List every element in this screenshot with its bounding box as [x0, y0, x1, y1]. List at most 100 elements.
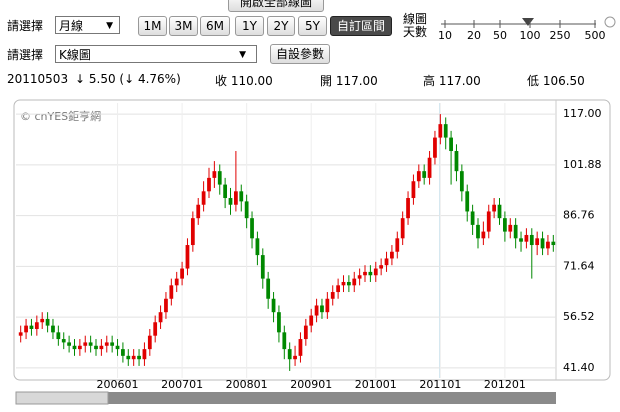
chart-label: 請選擇 [7, 48, 44, 62]
candle-body [56, 332, 61, 340]
y-tick-label: 71.64 [563, 259, 595, 272]
range-button[interactable]: 1Y [235, 16, 264, 36]
range-button-active[interactable]: 自訂區間 [330, 16, 392, 36]
candle-body [535, 238, 540, 246]
scroll-thumb[interactable] [15, 391, 109, 405]
y-tick-label: 41.40 [563, 361, 595, 374]
candle-body [271, 298, 276, 313]
info-close: 收 110.00 [215, 74, 273, 88]
candle-body [459, 171, 464, 192]
candle-body [287, 349, 292, 360]
candle-body [513, 224, 518, 239]
candle-body [449, 137, 453, 152]
candle-body [277, 312, 281, 333]
candle-body [185, 245, 190, 269]
slider-label: 500 [585, 29, 606, 42]
candle-body [390, 251, 394, 259]
candle-body [443, 124, 448, 138]
candle-body [190, 218, 195, 246]
chart-frame [13, 99, 611, 381]
candle-body [470, 211, 475, 225]
slider-label: 10 [438, 29, 452, 42]
x-tick-label: 200801 [226, 378, 268, 391]
candle-body [260, 255, 265, 279]
slider-label: 250 [550, 29, 571, 42]
candle-body [341, 281, 346, 286]
x-tick-label: 201001 [355, 378, 397, 391]
period-label: 請選擇 [7, 19, 44, 33]
candle-body [115, 345, 120, 350]
candle-body [250, 218, 254, 239]
candle-body [121, 349, 125, 356]
candle-body [497, 204, 502, 219]
candle-body [131, 355, 136, 360]
candle-body [169, 285, 174, 299]
days-label: 天數 [403, 25, 428, 39]
candle-body [77, 345, 82, 350]
x-tick-label: 201201 [484, 378, 526, 391]
candle-body [266, 278, 271, 299]
candle-body [379, 265, 384, 269]
candle-body [147, 335, 152, 350]
chart-select[interactable]: K線圖 ▼ [55, 45, 257, 63]
range-button[interactable]: 5Y [298, 16, 327, 36]
x-tick-label: 201101 [419, 378, 461, 391]
candle-body [18, 332, 23, 336]
top-button[interactable]: 開啟全部線圖 [228, 0, 324, 12]
period-value: 月線 [59, 19, 84, 33]
candle-body [529, 234, 534, 246]
scrollbar[interactable] [16, 392, 556, 404]
range-button[interactable]: 6M [200, 16, 230, 36]
candle-body [83, 342, 88, 346]
slider-thumb [522, 18, 534, 26]
candle-body [433, 137, 437, 158]
candle-body [212, 171, 217, 178]
candle-body [314, 305, 319, 316]
candle-body [51, 325, 55, 333]
candle-body [503, 218, 507, 232]
candle-body [110, 342, 115, 346]
candle-body [234, 191, 238, 205]
days-slider[interactable]: 10 20 50 100 250 500 [436, 14, 616, 46]
x-tick-label: 200701 [161, 378, 203, 391]
y-tick-label: 101.88 [563, 158, 602, 171]
candle-body [67, 342, 71, 346]
candle-body [368, 271, 373, 276]
candle-body [180, 268, 184, 279]
candle-body [282, 332, 287, 350]
arrow: ▼ [106, 21, 113, 31]
candle-body [126, 355, 131, 360]
candle-body [551, 241, 556, 246]
range-button[interactable]: 3M [169, 16, 198, 36]
candle-body [142, 349, 147, 360]
y-tick-label: 56.52 [563, 310, 595, 323]
watermark: © cnYES鉅亨網 [20, 109, 101, 123]
candle-body [346, 281, 351, 286]
candle-body [293, 355, 297, 360]
x-tick-label: 200901 [290, 378, 332, 391]
candle-body [239, 191, 244, 202]
candle-body [29, 325, 34, 329]
candle-body [384, 258, 389, 266]
candle-body [320, 305, 324, 313]
range-button[interactable]: 1M [138, 16, 167, 36]
param-button[interactable]: 自設參數 [270, 44, 330, 64]
x-tick-label: 200601 [97, 378, 139, 391]
y-tick-label: 86.76 [563, 209, 595, 222]
candle-body [244, 201, 249, 219]
candle-body [416, 171, 421, 182]
candle-body [99, 345, 104, 350]
range-button[interactable]: 2Y [267, 16, 295, 36]
candle-body [94, 345, 98, 350]
candle-body [72, 345, 77, 350]
info-date: 20110503 [7, 72, 69, 86]
candle-body [255, 238, 260, 256]
chart-value: K線圖 [59, 48, 91, 62]
period-select[interactable]: 月線 ▼ [55, 16, 120, 34]
candle-body [174, 278, 179, 286]
candle-body [164, 298, 168, 313]
candle-body [298, 339, 303, 356]
candle-body [325, 298, 330, 313]
info-open: 開 117.00 [320, 74, 378, 88]
